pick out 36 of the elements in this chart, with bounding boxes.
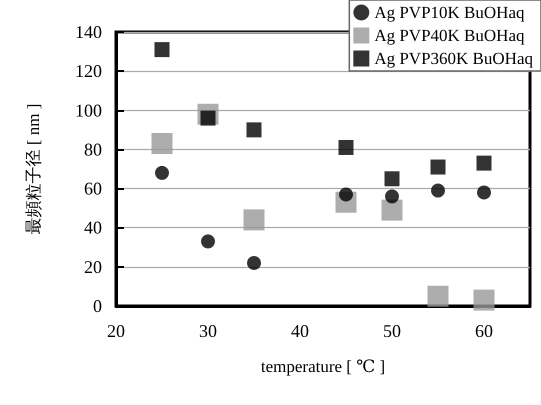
y-tick-label: 100 [75, 100, 102, 120]
y-tick-label: 140 [75, 22, 102, 42]
y-axis-title: 最頻粒子径 [ nm ] [24, 104, 43, 234]
point [382, 200, 402, 221]
point [385, 189, 399, 204]
point [244, 209, 264, 230]
point [476, 156, 492, 171]
point [338, 140, 354, 155]
point [246, 122, 262, 138]
x-tick-label: 20 [107, 321, 125, 341]
y-tick-label: 40 [84, 218, 102, 238]
point [339, 187, 353, 202]
x-tick-label: 50 [383, 321, 401, 341]
x-axis-title: temperature [ ℃ ] [260, 357, 386, 376]
y-tick-label: 80 [84, 139, 102, 160]
point [154, 42, 170, 58]
point [384, 171, 400, 186]
legend-label: Ag PVP10K BuOHaq [374, 3, 525, 22]
point [474, 290, 494, 311]
point [431, 184, 445, 198]
point [430, 160, 446, 175]
y-tick-label: 0 [93, 296, 102, 316]
point [428, 286, 448, 307]
x-tick-label: 40 [291, 321, 309, 341]
point [201, 234, 215, 248]
x-tick-label: 60 [475, 321, 493, 341]
point [152, 133, 172, 154]
point [247, 256, 261, 270]
legend-label: Ag PVP40K BuOHaq [374, 26, 525, 45]
y-tick-label: 60 [84, 178, 102, 199]
x-tick-label: 30 [199, 321, 217, 341]
y-tick-label: 120 [75, 61, 102, 82]
point [155, 166, 169, 180]
legend-label: Ag PVP360K BuOHaq [374, 49, 534, 68]
y-tick-label: 20 [84, 256, 102, 277]
point [477, 185, 491, 200]
